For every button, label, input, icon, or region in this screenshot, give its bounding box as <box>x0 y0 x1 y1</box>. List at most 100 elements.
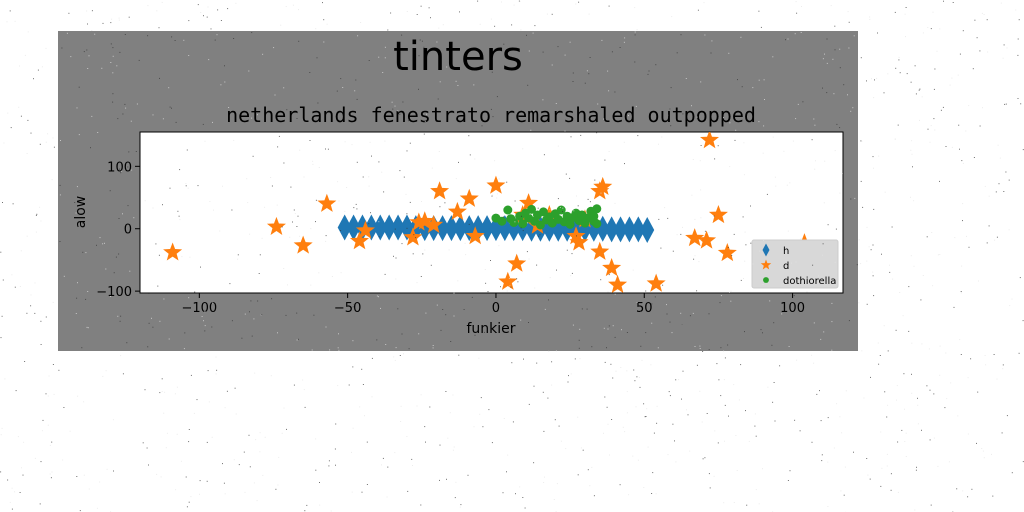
noise-speck <box>406 227 408 229</box>
noise-speck <box>206 16 208 18</box>
noise-speck <box>694 218 696 220</box>
noise-speck <box>611 51 613 53</box>
series-dothiorella <box>491 204 602 230</box>
noise-speck <box>577 205 579 207</box>
noise-speck <box>445 314 447 316</box>
noise-speck <box>0 251 2 253</box>
noise-speck <box>891 226 893 228</box>
noise-speck <box>974 19 976 21</box>
noise-speck <box>384 46 386 48</box>
data-point-h <box>631 216 646 243</box>
noise-speck <box>626 332 628 333</box>
noise-speck <box>869 18 871 20</box>
noise-speck <box>91 10 93 12</box>
noise-speck <box>1008 229 1010 231</box>
noise-speck <box>412 465 413 466</box>
noise-speck <box>82 251 84 253</box>
noise-speck <box>811 441 813 443</box>
noise-speck <box>729 291 730 293</box>
noise-speck <box>678 379 680 381</box>
noise-speck <box>698 261 700 263</box>
data-point-d <box>608 274 628 293</box>
noise-speck <box>872 275 874 277</box>
noise-speck <box>20 115 22 117</box>
noise-speck <box>708 231 710 233</box>
noise-speck <box>119 320 121 322</box>
noise-speck <box>1020 103 1022 105</box>
noise-speck <box>640 311 641 312</box>
noise-speck <box>790 262 792 264</box>
data-point-h <box>435 215 450 242</box>
noise-speck <box>384 140 386 142</box>
noise-speck <box>952 2 954 3</box>
noise-speck <box>233 38 235 39</box>
noise-speck <box>562 211 563 213</box>
noise-speck <box>1022 149 1024 151</box>
noise-speck <box>841 432 843 434</box>
noise-speck <box>634 380 636 382</box>
noise-speck <box>259 432 261 434</box>
noise-speck <box>988 195 990 197</box>
noise-speck <box>619 484 621 486</box>
noise-speck <box>70 56 72 58</box>
noise-speck <box>416 405 418 407</box>
noise-speck <box>932 11 934 13</box>
noise-speck <box>484 331 485 333</box>
noise-speck <box>439 479 440 481</box>
noise-speck <box>921 96 923 98</box>
noise-speck <box>922 275 924 276</box>
noise-speck <box>256 114 258 116</box>
noise-speck <box>514 221 516 223</box>
noise-speck <box>911 153 913 155</box>
noise-speck <box>894 11 896 13</box>
noise-speck <box>716 363 718 365</box>
noise-speck <box>962 220 963 222</box>
noise-speck <box>796 359 798 361</box>
noise-speck <box>636 302 638 303</box>
noise-speck <box>473 84 475 86</box>
noise-speck <box>135 151 137 152</box>
noise-speck <box>622 426 624 428</box>
noise-speck <box>518 116 519 118</box>
noise-speck <box>927 128 929 130</box>
noise-speck <box>528 258 530 260</box>
noise-speck <box>439 81 441 83</box>
data-point-h <box>337 214 352 241</box>
noise-speck <box>826 62 828 64</box>
noise-speck <box>86 49 88 51</box>
noise-speck <box>109 190 111 192</box>
noise-speck <box>920 299 922 301</box>
noise-speck <box>546 13 548 15</box>
data-point-d <box>569 232 589 251</box>
noise-speck <box>587 198 589 200</box>
noise-speck <box>175 489 177 491</box>
noise-speck <box>543 482 545 483</box>
noise-speck <box>548 299 549 301</box>
noise-speck <box>393 255 394 257</box>
noise-speck <box>570 373 572 375</box>
noise-speck <box>861 350 863 352</box>
noise-speck <box>523 259 525 261</box>
noise-speck <box>23 441 25 443</box>
noise-speck <box>905 7 907 8</box>
noise-speck <box>183 39 185 41</box>
noise-speck <box>437 98 439 100</box>
noise-speck <box>208 59 210 61</box>
noise-speck <box>457 280 459 282</box>
noise-speck <box>110 22 112 24</box>
noise-speck <box>905 456 907 457</box>
legend-label-dothiorella: dothiorella <box>783 276 836 287</box>
noise-speck <box>383 191 385 193</box>
noise-speck <box>624 163 625 165</box>
noise-speck <box>645 332 647 334</box>
noise-speck <box>406 11 408 12</box>
noise-speck <box>655 493 657 495</box>
noise-speck <box>895 329 897 331</box>
noise-speck <box>351 144 353 146</box>
noise-speck <box>376 295 378 297</box>
noise-speck <box>159 392 161 394</box>
noise-speck <box>351 491 353 493</box>
noise-speck <box>47 133 49 135</box>
noise-speck <box>171 107 172 109</box>
noise-speck <box>22 474 24 476</box>
